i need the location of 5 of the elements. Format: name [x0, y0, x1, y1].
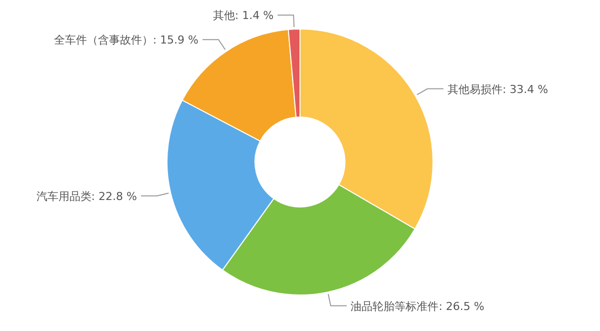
slice-label: 其他: 1.4 %: [212, 9, 274, 22]
slice-label: 其他易损件: 33.4 %: [447, 82, 548, 96]
slice-label: 油品轮胎等标准件: 26.5 %: [350, 300, 484, 313]
slice-label: 全车件（含事故件）: 15.9 %: [54, 34, 199, 47]
slice-label: 汽车用品类: 22.8 %: [36, 190, 137, 203]
